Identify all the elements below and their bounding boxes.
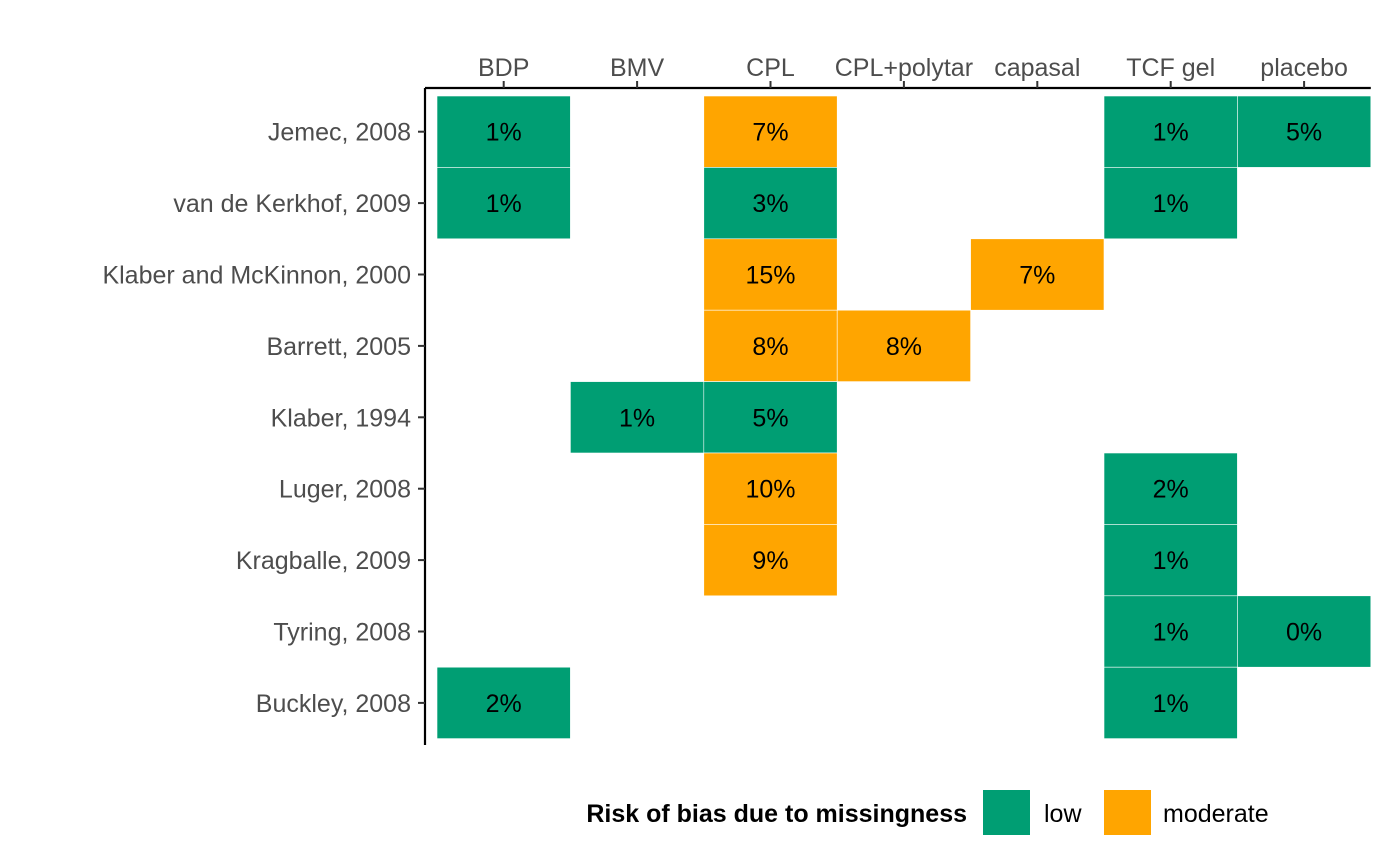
heatmap-cell bbox=[436, 95, 571, 168]
heatmap-cell bbox=[836, 309, 971, 382]
heatmap-cell bbox=[1103, 95, 1238, 168]
legend: Risk of bias due to missingness low modera… bbox=[586, 790, 1269, 835]
cell-value-label: 1% bbox=[1153, 190, 1189, 218]
cell-value-label: 1% bbox=[486, 119, 522, 147]
x-tick-label-bdp: BDP bbox=[478, 54, 529, 82]
x-tick-label-cpl-polytar: CPL+polytar bbox=[835, 54, 973, 82]
cell-value-label: 1% bbox=[1153, 690, 1189, 718]
y-tick-label-buckley-2008: Buckley, 2008 bbox=[256, 690, 411, 718]
cell-value-label: 1% bbox=[1153, 119, 1189, 147]
legend-title: Risk of bias due to missingness bbox=[586, 800, 967, 828]
heatmap-cell bbox=[1237, 95, 1372, 168]
heatmap-cell bbox=[703, 167, 838, 240]
cell-value-label: 5% bbox=[752, 404, 788, 432]
cell-value-label: 2% bbox=[1153, 476, 1189, 504]
y-tick-label-barrett-2005: Barrett, 2005 bbox=[266, 333, 411, 361]
heatmap-cell bbox=[703, 524, 838, 597]
cell-value-label: 8% bbox=[752, 333, 788, 361]
heatmap-cell bbox=[1103, 666, 1238, 739]
cell-value-label: 10% bbox=[745, 476, 795, 504]
heatmap-cell bbox=[703, 452, 838, 525]
legend-label-moderate: moderate bbox=[1163, 800, 1269, 828]
heatmap-cell bbox=[1237, 595, 1372, 668]
y-tick-label-kragballe-2009: Kragballe, 2009 bbox=[236, 547, 411, 575]
heatmap-cell bbox=[436, 167, 571, 240]
y-tick-label-tyring-2008: Tyring, 2008 bbox=[273, 619, 411, 647]
heatmap-cell bbox=[1103, 452, 1238, 525]
cell-value-label: 7% bbox=[752, 119, 788, 147]
y-tick-label-jemec-2008: Jemec, 2008 bbox=[268, 119, 411, 147]
axes-layer: BDP BMV CPL CPL+polytar capasal TCF gel placeb… bbox=[102, 54, 1371, 745]
x-tick-label-cpl: CPL bbox=[746, 54, 795, 82]
cells-layer: 1% 7% 1% 5% 1% 3% 1% 15% 7% 8% 8% 1% 5% 10% 2% 9% 1% 1% 0%… bbox=[436, 95, 1372, 739]
x-tick-label-capasal: capasal bbox=[994, 54, 1080, 82]
cell-value-label: 7% bbox=[1019, 262, 1055, 290]
cell-value-label: 1% bbox=[486, 190, 522, 218]
heatmap-cell bbox=[703, 238, 838, 311]
legend-label-low: low bbox=[1044, 800, 1082, 828]
cell-value-label: 9% bbox=[752, 547, 788, 575]
y-tick-label-klaber-and-mckinnon-2000: Klaber and McKinnon, 2000 bbox=[102, 262, 411, 290]
heatmap-cell bbox=[1103, 595, 1238, 668]
legend-swatch-moderate bbox=[1104, 790, 1151, 835]
cell-value-label: 0% bbox=[1286, 619, 1322, 647]
cell-value-label: 15% bbox=[745, 262, 795, 290]
cell-value-label: 1% bbox=[1153, 619, 1189, 647]
heatmap-cell bbox=[703, 381, 838, 454]
heatmap-cell bbox=[703, 309, 838, 382]
heatmap-cell bbox=[436, 666, 571, 739]
y-tick-label-klaber-1994: Klaber, 1994 bbox=[271, 404, 411, 432]
y-tick-label-luger-2008: Luger, 2008 bbox=[279, 476, 411, 504]
heatmap-cell bbox=[570, 381, 705, 454]
cell-value-label: 3% bbox=[752, 190, 788, 218]
heatmap-cell bbox=[1103, 524, 1238, 597]
cell-value-label: 5% bbox=[1286, 119, 1322, 147]
x-tick-label-bmv: BMV bbox=[610, 54, 665, 82]
legend-swatch-low bbox=[983, 790, 1030, 835]
heatmap-cell bbox=[1103, 167, 1238, 240]
heatmap-cell bbox=[703, 95, 838, 168]
cell-value-label: 1% bbox=[1153, 547, 1189, 575]
cell-value-label: 8% bbox=[886, 333, 922, 361]
y-tick-label-van-de-kerkhof-2009: van de Kerkhof, 2009 bbox=[173, 190, 411, 218]
x-tick-label-tcf-gel: TCF gel bbox=[1126, 54, 1215, 82]
cell-value-label: 1% bbox=[619, 404, 655, 432]
heatmap-cell bbox=[970, 238, 1105, 311]
cell-value-label: 2% bbox=[486, 690, 522, 718]
x-tick-label-placebo: placebo bbox=[1260, 54, 1348, 82]
